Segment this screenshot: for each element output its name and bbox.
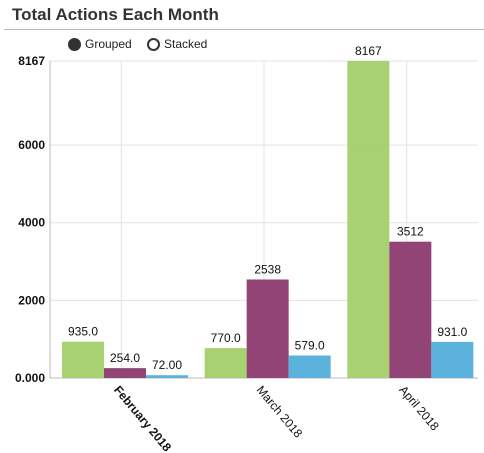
panel-title: Total Actions Each Month xyxy=(12,5,219,24)
bar[interactable] xyxy=(288,355,331,378)
value-label: 770.0 xyxy=(211,331,241,345)
value-label: 935.0 xyxy=(68,325,98,339)
bar[interactable] xyxy=(104,368,146,378)
y-tick-label: 0.000 xyxy=(15,371,45,385)
stacked-label: Stacked xyxy=(164,37,208,51)
value-label: 254.0 xyxy=(110,351,140,365)
bar[interactable] xyxy=(347,61,390,378)
x-tick-label: February 2018 xyxy=(111,383,174,453)
y-tick-label: 8167 xyxy=(18,54,45,68)
stacked-toggle[interactable]: Stacked xyxy=(147,37,207,51)
x-tick-label: March 2018 xyxy=(254,383,306,441)
x-tick-label: April 2018 xyxy=(396,383,442,434)
bar[interactable] xyxy=(389,241,432,378)
radio-selected-icon[interactable] xyxy=(68,37,81,51)
value-label: 72.00 xyxy=(152,358,182,372)
y-tick-label: 4000 xyxy=(18,216,45,230)
bar[interactable] xyxy=(246,279,289,378)
bar[interactable] xyxy=(204,348,247,378)
radio-unselected-icon[interactable] xyxy=(147,37,160,51)
y-tick-label: 2000 xyxy=(18,293,45,307)
grouped-label: Grouped xyxy=(85,37,132,51)
bar[interactable] xyxy=(146,375,188,378)
y-tick-label: 6000 xyxy=(18,138,45,152)
value-label: 8167 xyxy=(355,44,382,58)
value-label: 579.0 xyxy=(295,339,325,353)
value-label: 3512 xyxy=(397,225,424,239)
value-label: 2538 xyxy=(254,262,281,276)
title-divider xyxy=(4,29,484,30)
value-label: 931.0 xyxy=(437,325,467,339)
bar[interactable] xyxy=(62,341,104,378)
grouped-toggle[interactable]: Grouped xyxy=(68,37,132,51)
bar[interactable] xyxy=(431,341,474,378)
